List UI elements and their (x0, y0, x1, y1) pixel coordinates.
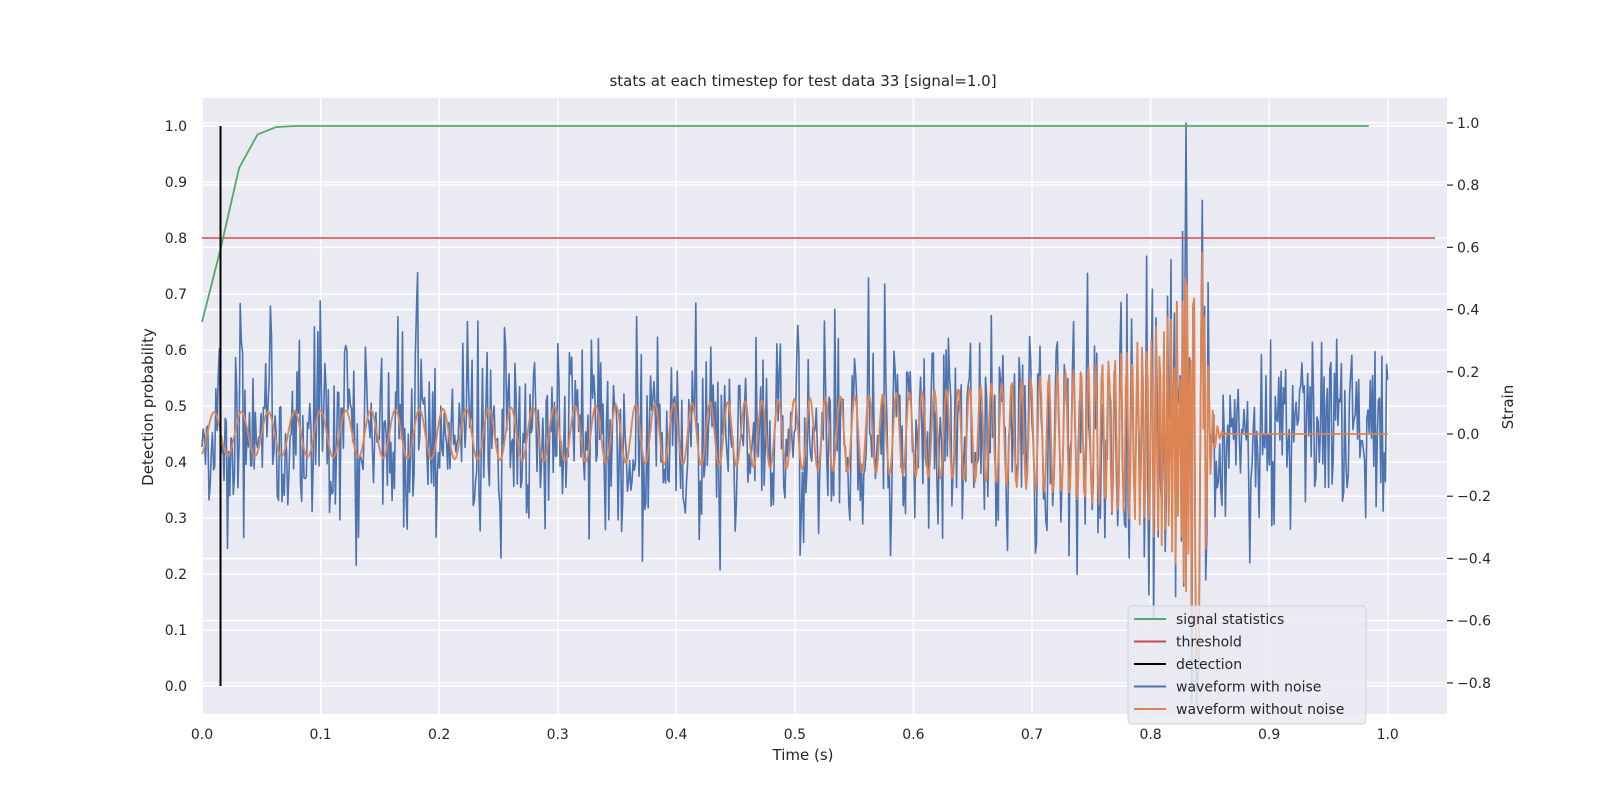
y-tick-label-left: 0.2 (165, 567, 187, 583)
legend-label: signal statistics (1176, 612, 1284, 628)
y-tick-label-right: −0.2 (1457, 489, 1491, 505)
y-tick-label-right: 0.6 (1457, 240, 1479, 256)
x-tick-label: 0.0 (191, 727, 213, 743)
y-tick-label-right: 0.0 (1457, 427, 1479, 443)
x-axis-label: Time (s) (772, 746, 834, 764)
axes-layer: 0.0 0.1 0.2 0.3 0.4 0.5 0.6 0.7 0.8 0.9 1.0 0.0 0.1 0… (165, 116, 1491, 743)
series-layer (201, 122, 1436, 705)
y-tick-label-left: 0.7 (165, 287, 187, 303)
x-tick-label: 0.9 (1258, 727, 1280, 743)
x-tick-label: 0.2 (428, 727, 450, 743)
legend: signal statistics threshold detection wavef… (1127, 605, 1367, 725)
y-tick-label-right: 0.8 (1457, 178, 1479, 194)
y-tick-label-left: 0.6 (165, 343, 187, 359)
y-tick-label-left: 0.0 (165, 679, 187, 695)
y-tick-label-left: 1.0 (165, 119, 187, 135)
y-tick-label-left: 0.1 (165, 623, 187, 639)
x-tick-label: 0.3 (547, 727, 569, 743)
y-tick-label-right: 0.4 (1457, 303, 1479, 319)
y-tick-label-right: 0.2 (1457, 365, 1479, 381)
x-tick-label: 0.1 (309, 727, 331, 743)
y-axis-label-left: Detection probability (139, 328, 157, 486)
legend-label: detection (1176, 657, 1242, 673)
y-tick-label-right: 1.0 (1457, 116, 1479, 132)
y-tick-label-right: −0.8 (1457, 676, 1491, 692)
x-tick-label: 0.8 (1139, 727, 1161, 743)
y-tick-label-left: 0.9 (165, 175, 187, 191)
x-tick-label: 0.4 (665, 727, 687, 743)
y-tick-label-left: 0.4 (165, 455, 187, 471)
legend-label: waveform with noise (1176, 680, 1321, 696)
y-axis-label-right: Strain (1499, 385, 1517, 429)
x-tick-label: 0.6 (902, 727, 924, 743)
legend-label: waveform without noise (1176, 702, 1344, 718)
y-tick-label-left: 0.3 (165, 511, 187, 527)
x-tick-label: 0.5 (784, 727, 806, 743)
legend-label: threshold (1176, 635, 1242, 651)
y-tick-label-right: −0.4 (1457, 551, 1491, 567)
series-waveform-without-noise (201, 251, 1388, 656)
series-signal-statistics (201, 125, 1369, 323)
chart-title: stats at each timestep for test data 33 … (609, 72, 996, 90)
x-tick-label: 0.7 (1021, 727, 1043, 743)
y-tick-label-right: −0.6 (1457, 614, 1491, 630)
y-tick-label-left: 0.5 (165, 399, 187, 415)
legend-box (1127, 605, 1367, 725)
y-tick-label-left: 0.8 (165, 231, 187, 247)
x-tick-label: 1.0 (1377, 727, 1399, 743)
